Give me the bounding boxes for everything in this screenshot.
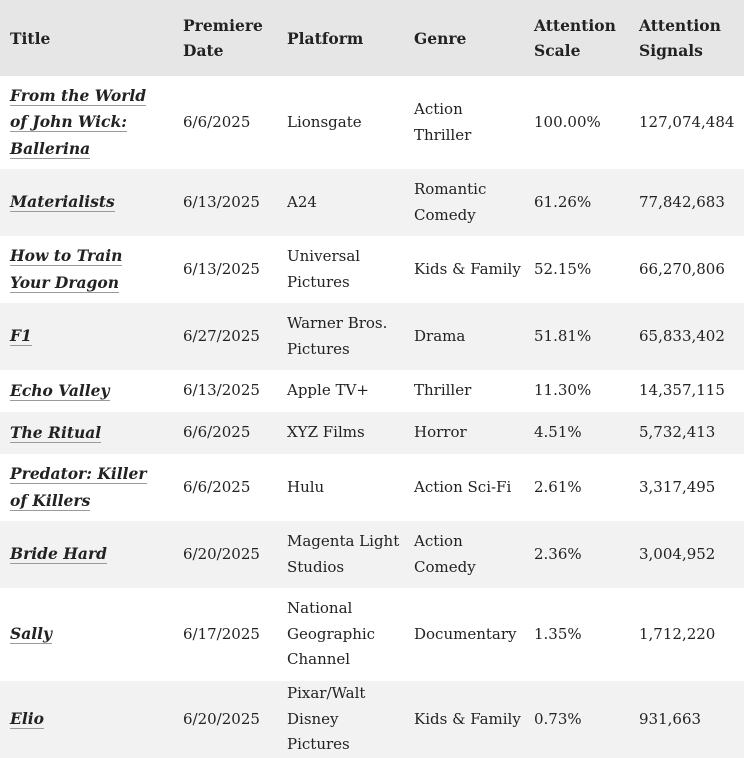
table-header: Title Premiere Date Platform Genre Atten… — [0, 0, 744, 76]
header-row: Title Premiere Date Platform Genre Atten… — [0, 0, 744, 76]
table-body: From the World of John Wick: Ballerina 6… — [0, 76, 744, 758]
table-row: Materialists 6/13/2025 A24 Romantic Come… — [0, 169, 744, 236]
header-attention-scale: Attention Scale — [534, 16, 616, 60]
genre-cell: Kids & Family — [414, 259, 521, 278]
platform-cell: Pixar/Walt Disney Pictures — [287, 684, 366, 753]
title-link[interactable]: The Ritual — [10, 422, 102, 443]
platform-cell: Hulu — [287, 477, 325, 496]
title-link[interactable]: F1 — [10, 326, 32, 347]
table-row: Elio 6/20/2025 Pixar/Walt Disney Picture… — [0, 681, 744, 758]
attention-signals-cell: 14,357,115 — [639, 381, 725, 400]
attention-scale-cell: 2.36% — [534, 544, 582, 563]
header-platform: Platform — [287, 28, 364, 48]
title-link[interactable]: How to Train Your Dragon — [10, 246, 123, 293]
title-cell: Elio — [0, 681, 173, 758]
premiere-date-cell: 6/27/2025 — [183, 326, 260, 345]
header-title: Title — [10, 28, 51, 48]
premiere-date-cell: 6/17/2025 — [183, 624, 260, 643]
table-row: How to Train Your Dragon 6/13/2025 Unive… — [0, 236, 744, 303]
platform-cell: XYZ Films — [287, 423, 365, 442]
attention-scale-cell: 2.61% — [534, 477, 582, 496]
platform-cell: National Geographic Channel — [287, 599, 376, 669]
premiere-date-cell: 6/6/2025 — [183, 112, 251, 131]
attention-signals-cell: 65,833,402 — [639, 326, 725, 345]
attention-signals-cell: 3,317,495 — [639, 477, 716, 496]
genre-cell: Thriller — [414, 381, 472, 400]
platform-cell: Universal Pictures — [287, 247, 361, 291]
title-link[interactable]: From the World of John Wick: Ballerina — [10, 85, 147, 159]
title-cell: The Ritual — [0, 412, 173, 454]
attention-scale-cell: 1.35% — [534, 624, 582, 643]
header-attention-signals: Attention Signals — [639, 16, 721, 60]
premiere-date-cell: 6/20/2025 — [183, 544, 260, 563]
title-cell: Echo Valley — [0, 370, 173, 412]
attention-scale-cell: 100.00% — [534, 112, 601, 131]
attention-signals-cell: 127,074,484 — [639, 112, 735, 131]
platform-cell: Apple TV+ — [287, 381, 369, 400]
title-link[interactable]: Elio — [10, 709, 44, 729]
table-row: From the World of John Wick: Ballerina 6… — [0, 76, 744, 169]
attention-signals-cell: 931,663 — [639, 709, 702, 728]
premiere-date-cell: 6/13/2025 — [183, 381, 260, 400]
attention-scale-cell: 4.51% — [534, 423, 582, 442]
title-link[interactable]: Materialists — [10, 192, 115, 213]
header-premiere-date: Premiere Date — [183, 16, 263, 60]
table-row: The Ritual 6/6/2025 XYZ Films Horror 4.5… — [0, 412, 744, 454]
genre-cell: Romantic Comedy — [414, 180, 487, 224]
title-cell: Sally — [0, 588, 173, 681]
title-cell: Bride Hard — [0, 521, 173, 588]
genre-cell: Action Thriller — [414, 100, 472, 144]
table-row: F1 6/27/2025 Warner Bros. Pictures Drama… — [0, 303, 744, 370]
genre-cell: Kids & Family — [414, 709, 521, 728]
attention-scale-cell: 52.15% — [534, 259, 592, 278]
genre-cell: Drama — [414, 326, 466, 345]
premiere-date-cell: 6/6/2025 — [183, 477, 251, 496]
attention-signals-cell: 77,842,683 — [639, 192, 725, 211]
table-row: Sally 6/17/2025 National Geographic Chan… — [0, 588, 744, 681]
attention-signals-cell: 1,712,220 — [639, 624, 716, 643]
premiere-date-cell: 6/13/2025 — [183, 259, 260, 278]
premiere-date-cell: 6/6/2025 — [183, 423, 251, 442]
attention-scale-cell: 61.26% — [534, 192, 592, 211]
title-cell: How to Train Your Dragon — [0, 236, 173, 303]
attention-scale-cell: 11.30% — [534, 381, 592, 400]
title-cell: Materialists — [0, 169, 173, 236]
attention-scale-cell: 0.73% — [534, 709, 582, 728]
premiere-date-cell: 6/20/2025 — [183, 709, 260, 728]
title-link[interactable]: Bride Hard — [10, 544, 107, 565]
platform-cell: Magenta Light Studios — [287, 532, 400, 576]
genre-cell: Action Comedy — [414, 532, 476, 576]
table-row: Predator: Killer of Killers 6/6/2025 Hul… — [0, 454, 744, 521]
attention-signals-cell: 66,270,806 — [639, 259, 725, 278]
genre-cell: Action Sci-Fi — [414, 477, 512, 496]
platform-cell: A24 — [287, 192, 317, 211]
title-link[interactable]: Predator: Killer of Killers — [10, 464, 147, 511]
header-genre: Genre — [414, 28, 467, 48]
platform-cell: Lionsgate — [287, 112, 362, 131]
attention-signals-cell: 3,004,952 — [639, 544, 716, 563]
title-cell: From the World of John Wick: Ballerina — [0, 76, 173, 169]
genre-cell: Horror — [414, 423, 467, 442]
title-link[interactable]: Echo Valley — [10, 380, 110, 401]
attention-scale-cell: 51.81% — [534, 326, 592, 345]
premiere-date-cell: 6/13/2025 — [183, 192, 260, 211]
title-link[interactable]: Sally — [10, 624, 53, 645]
attention-signals-cell: 5,732,413 — [639, 423, 716, 442]
genre-cell: Documentary — [414, 624, 517, 643]
platform-cell: Warner Bros. Pictures — [287, 314, 388, 358]
table-row: Echo Valley 6/13/2025 Apple TV+ Thriller… — [0, 370, 744, 412]
title-cell: Predator: Killer of Killers — [0, 454, 173, 521]
table-row: Bride Hard 6/20/2025 Magenta Light Studi… — [0, 521, 744, 588]
title-cell: F1 — [0, 303, 173, 370]
